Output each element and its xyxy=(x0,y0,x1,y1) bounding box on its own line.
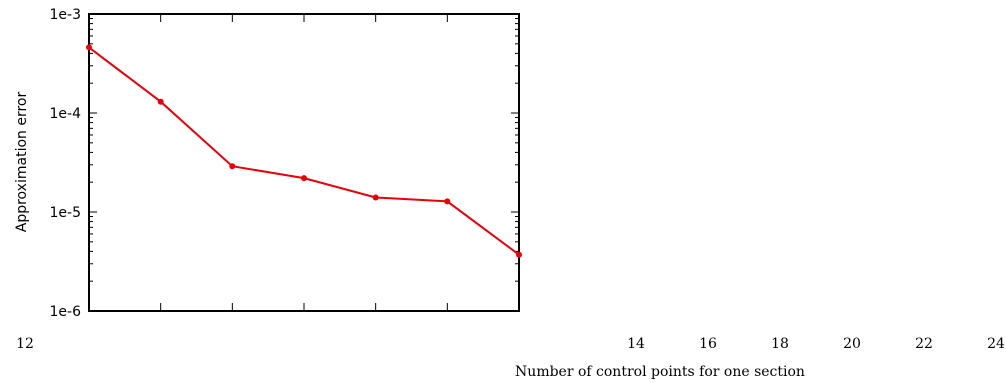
data-point xyxy=(301,175,307,182)
y-tick-label: 1e-3 xyxy=(50,7,81,23)
y-tick-label: 1e-5 xyxy=(50,205,81,221)
data-point xyxy=(444,198,451,205)
x-tick-label: 24 xyxy=(987,336,1005,352)
y-tick-label: 1e-6 xyxy=(50,304,82,320)
data-point xyxy=(516,251,522,258)
x-tick-label: 12 xyxy=(16,336,34,352)
x-tick-label: 16 xyxy=(699,336,717,352)
data-point xyxy=(86,44,92,51)
tick-marks xyxy=(88,13,520,312)
x-tick-label: 14 xyxy=(627,336,645,352)
x-tick-label: 18 xyxy=(771,336,789,352)
series-line xyxy=(88,46,520,256)
y-tick-labels: 1e-3 1e-4 1e-5 1e-6 xyxy=(50,7,82,320)
x-tick-label: 20 xyxy=(843,336,861,352)
data-point xyxy=(157,98,164,105)
plot-frame xyxy=(88,13,520,312)
series-group xyxy=(86,44,522,258)
x-tick-labels: 12 14 16 18 20 22 24 xyxy=(16,336,1005,352)
data-point xyxy=(372,194,379,201)
x-tick-label: 22 xyxy=(915,336,933,352)
y-axis-label: Approximation error xyxy=(14,92,30,233)
x-axis-label: Number of control points for one section xyxy=(515,364,805,380)
y-tick-label: 1e-4 xyxy=(50,106,82,122)
data-point xyxy=(229,163,236,170)
